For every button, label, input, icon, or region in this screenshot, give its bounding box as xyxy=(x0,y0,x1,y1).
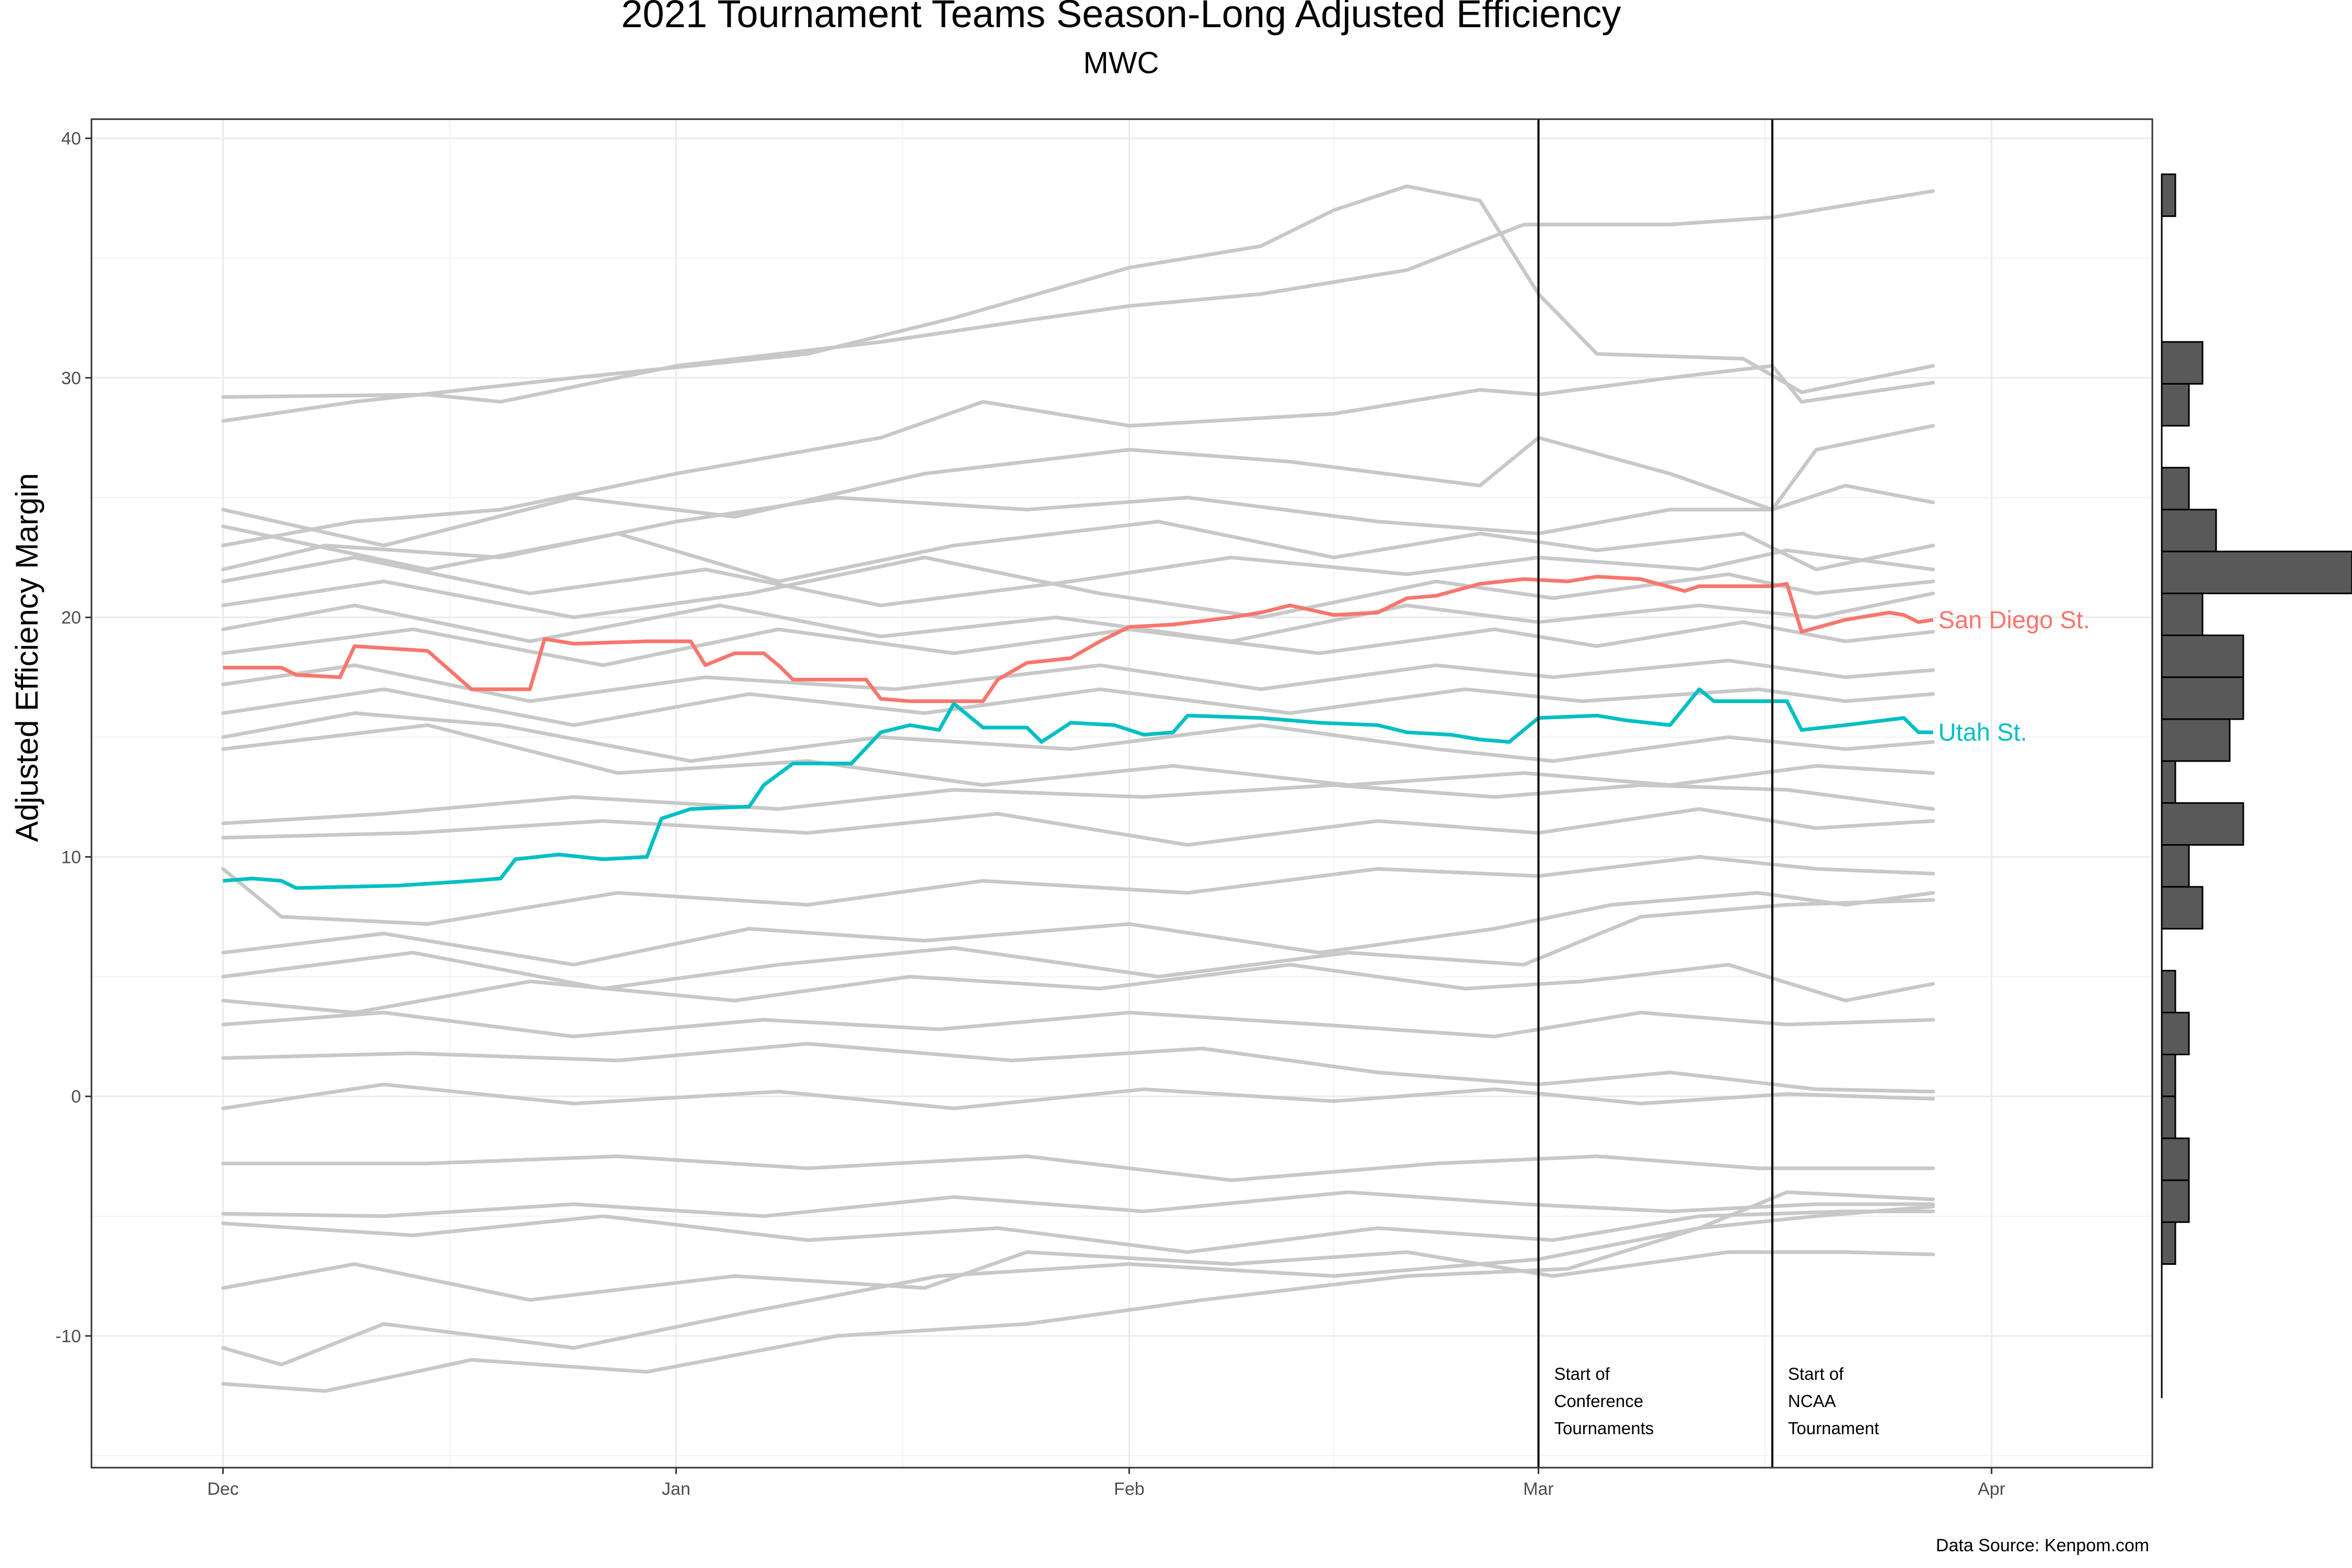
marginal-histogram xyxy=(2161,173,2352,1399)
series-end-label: Utah St. xyxy=(1939,718,2027,746)
background-team-line xyxy=(221,189,1935,404)
plot-panel: San Diego St. Utah St. Start of Conference T… xyxy=(55,118,2153,1499)
background-team-line xyxy=(221,659,1935,704)
background-team-line xyxy=(221,1205,1935,1367)
x-tick-label: Mar xyxy=(1523,1479,1554,1499)
background-team-line xyxy=(221,556,1935,619)
x-tick-label: Feb xyxy=(1114,1479,1145,1499)
background-team-line xyxy=(221,723,1935,787)
histogram-bar xyxy=(2161,718,2231,762)
background-team-line xyxy=(221,184,1935,423)
histogram-bar xyxy=(2161,802,2244,846)
chart-subtitle: MWC xyxy=(1083,46,1159,80)
histogram-bar xyxy=(2161,509,2217,552)
histogram-bar xyxy=(2161,970,2176,1013)
event-annotation: Tournaments xyxy=(1554,1419,1654,1438)
chart-title: 2021 Tournament Teams Season-Long Adjust… xyxy=(621,0,1621,36)
background-team-line xyxy=(221,855,1935,926)
histogram-bar xyxy=(2161,1054,2176,1098)
histogram-bar xyxy=(2161,1011,2190,1056)
background-team-line xyxy=(221,1209,1935,1254)
x-tick-label: Jan xyxy=(662,1479,690,1499)
background-team-line xyxy=(221,783,1935,825)
series-end-label: San Diego St. xyxy=(1939,606,2090,633)
y-axis-title: Adjusted Efficiency Margin xyxy=(9,473,44,842)
x-tick-label: Dec xyxy=(207,1479,238,1499)
x-tick-label: Apr xyxy=(1978,1479,2005,1499)
event-annotation: NCAA xyxy=(1788,1391,1836,1411)
background-team-line xyxy=(221,1190,1935,1393)
histogram-bar xyxy=(2161,676,2244,720)
histogram-bar xyxy=(2161,383,2190,427)
histogram-bar xyxy=(2161,1221,2176,1265)
histogram-bar xyxy=(2161,844,2190,888)
y-tick-label: 0 xyxy=(71,1087,81,1107)
histogram-bar xyxy=(2161,1179,2190,1223)
background-team-line xyxy=(221,807,1935,847)
background-team-line xyxy=(221,620,1935,667)
background-team-line xyxy=(221,364,1935,548)
background-team-line xyxy=(221,1250,1935,1302)
y-tick-label: 40 xyxy=(61,129,81,149)
histogram-bar xyxy=(2161,1137,2190,1181)
background-team-line xyxy=(221,520,1935,583)
event-annotation: Start of xyxy=(1554,1364,1610,1383)
event-annotation: Tournament xyxy=(1788,1419,1879,1438)
background-team-line xyxy=(221,963,1935,1014)
histogram-bar xyxy=(2161,886,2204,930)
background-team-line xyxy=(221,1042,1935,1093)
y-tick-label: 20 xyxy=(61,608,81,628)
y-tick-label: -10 xyxy=(55,1327,81,1346)
background-team-line xyxy=(221,898,1935,990)
histogram-bar xyxy=(2161,760,2176,804)
histogram-bar xyxy=(2161,467,2190,511)
y-tick-label: 10 xyxy=(61,847,81,867)
data-source-caption: Data Source: Kenpom.com xyxy=(1936,1536,2149,1555)
plot-border xyxy=(90,118,2153,1469)
histogram-bar xyxy=(2161,173,2176,217)
background-team-line xyxy=(221,1082,1935,1111)
y-tick-label: 30 xyxy=(61,368,81,388)
series-line-utah-st- xyxy=(223,687,1933,890)
background-team-line xyxy=(221,1190,1935,1218)
histogram-bar xyxy=(2161,341,2204,385)
background-team-line xyxy=(221,1010,1935,1039)
series-line-san-diego-st- xyxy=(223,574,1934,704)
background-team-line xyxy=(221,548,1935,607)
background-team-line xyxy=(221,711,1935,763)
histogram-bar xyxy=(2161,1096,2176,1139)
event-annotation: Start of xyxy=(1788,1364,1844,1383)
event-annotation: Conference xyxy=(1554,1391,1643,1411)
histogram-bar xyxy=(2161,635,2244,678)
histogram-bar xyxy=(2161,592,2204,637)
histogram-bar xyxy=(2161,550,2352,594)
background-team-line xyxy=(221,1154,1935,1182)
